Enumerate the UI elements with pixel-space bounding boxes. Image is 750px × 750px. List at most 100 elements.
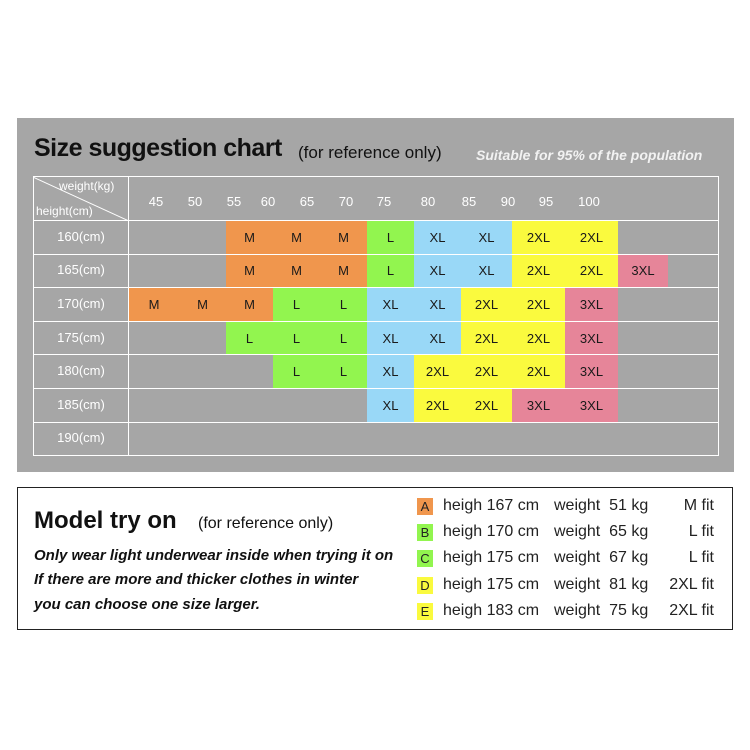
row-divider	[34, 254, 718, 255]
weight-tick-label: 65	[299, 194, 315, 209]
height-row-label: 185(cm)	[57, 396, 105, 412]
height-row-label: 170(cm)	[57, 296, 105, 311]
model-height: heigh 175 cm	[443, 576, 540, 593]
size-cell: M	[273, 254, 320, 288]
size-cell: L	[320, 355, 367, 388]
weight-tick-label: 60	[260, 194, 276, 209]
chart-title: Size suggestion chart	[34, 134, 282, 162]
size-cell: 2XL	[565, 221, 618, 254]
row-divider	[34, 422, 718, 423]
size-cell: XL	[367, 288, 414, 321]
size-cell: 3XL	[565, 288, 618, 321]
model-height: heigh 183 cm	[443, 602, 540, 619]
size-cell: 2XL	[414, 389, 461, 422]
model-weight: weight 65 kg	[554, 523, 649, 540]
weight-tick-label: 80	[420, 194, 436, 209]
model-box	[17, 487, 733, 630]
size-cell: L	[226, 321, 273, 355]
size-cell: XL	[367, 389, 414, 422]
size-cell: 2XL	[461, 321, 512, 355]
size-cell: M	[320, 254, 367, 288]
size-cell: XL	[414, 321, 461, 355]
model-fit: M fit	[683, 497, 714, 514]
size-cell: XL	[461, 254, 512, 288]
size-cell: 3XL	[565, 355, 618, 388]
size-cell: 2XL	[512, 221, 565, 254]
row-divider	[34, 354, 718, 355]
size-cell: L	[273, 321, 320, 355]
weight-tick-label: 95	[538, 194, 554, 209]
size-cell: M	[226, 254, 273, 288]
weight-tick-label: 50	[187, 194, 203, 209]
size-cell: M	[129, 288, 179, 321]
size-cell: 3XL	[565, 321, 618, 355]
size-cell: M	[320, 221, 367, 254]
size-cell: XL	[367, 321, 414, 355]
model-fit: 2XL fit	[669, 576, 714, 593]
weight-tick-label: 100	[578, 194, 600, 209]
model-note-2: If there are more and thicker clothes in…	[34, 571, 359, 588]
size-cell: XL	[367, 355, 414, 388]
height-row-label: 180(cm)	[57, 363, 105, 379]
size-cell: 2XL	[512, 355, 565, 388]
model-fit: 2XL fit	[669, 602, 714, 619]
model-height: heigh 170 cm	[443, 523, 540, 540]
row-divider	[34, 220, 718, 221]
size-cell: 3XL	[512, 389, 565, 422]
weight-tick-label: 85	[461, 194, 477, 209]
size-cell: L	[320, 288, 367, 321]
size-table: weight(kg) height(cm) 45 50 55 60 65 70 75 80 85 90…	[33, 176, 719, 456]
size-cell: 3XL	[565, 389, 618, 422]
model-height: heigh 167 cm	[443, 497, 540, 514]
size-cell: 2XL	[461, 389, 512, 422]
size-cell: 2XL	[565, 254, 618, 288]
size-cell: XL	[414, 221, 461, 254]
model-badge: B	[417, 524, 433, 541]
chart-note: Suitable for 95% of the population	[476, 147, 703, 163]
height-row-label: 175(cm)	[57, 329, 105, 345]
size-cell: L	[273, 288, 320, 321]
model-badge: D	[417, 577, 433, 594]
column-divider	[128, 177, 129, 455]
size-cell: M	[273, 221, 320, 254]
model-badge: E	[417, 603, 433, 620]
height-row-label: 165(cm)	[57, 262, 105, 278]
chart-subtitle: (for reference only)	[298, 143, 442, 162]
row-divider	[34, 388, 718, 389]
size-cell: M	[226, 288, 273, 321]
model-weight: weight 51 kg	[554, 497, 649, 514]
height-row-label: 160(cm)	[57, 228, 105, 244]
size-cell: M	[226, 221, 273, 254]
size-cell: 2XL	[512, 321, 565, 355]
model-height: heigh 175 cm	[443, 549, 540, 566]
weight-tick-label: 45	[148, 194, 164, 209]
model-note-1: Only wear light underwear inside when tr…	[34, 547, 394, 564]
row-divider	[34, 287, 718, 288]
model-weight: weight 81 kg	[554, 576, 649, 593]
size-cell: L	[320, 321, 367, 355]
model-badge: C	[417, 550, 433, 567]
size-cell: XL	[461, 221, 512, 254]
size-cell: 3XL	[618, 254, 668, 288]
weight-tick-label: 90	[500, 194, 516, 209]
model-note-3: you can choose one size larger.	[34, 596, 260, 613]
weight-tick-label: 70	[338, 194, 354, 209]
weight-tick-label: 75	[376, 194, 392, 209]
size-cell: 2XL	[512, 288, 565, 321]
size-cell: 2XL	[461, 355, 512, 388]
height-row-label: 190(cm)	[57, 430, 105, 446]
size-cell: 2XL	[414, 355, 461, 388]
model-fit: L fit	[688, 523, 714, 540]
size-cell: M	[179, 288, 226, 321]
row-divider	[34, 321, 718, 322]
model-title: Model try on	[34, 507, 177, 534]
weight-tick-label: 55	[226, 194, 242, 209]
model-subtitle: (for reference only)	[198, 515, 334, 532]
model-badge: A	[417, 498, 433, 515]
model-weight: weight 67 kg	[554, 549, 649, 566]
